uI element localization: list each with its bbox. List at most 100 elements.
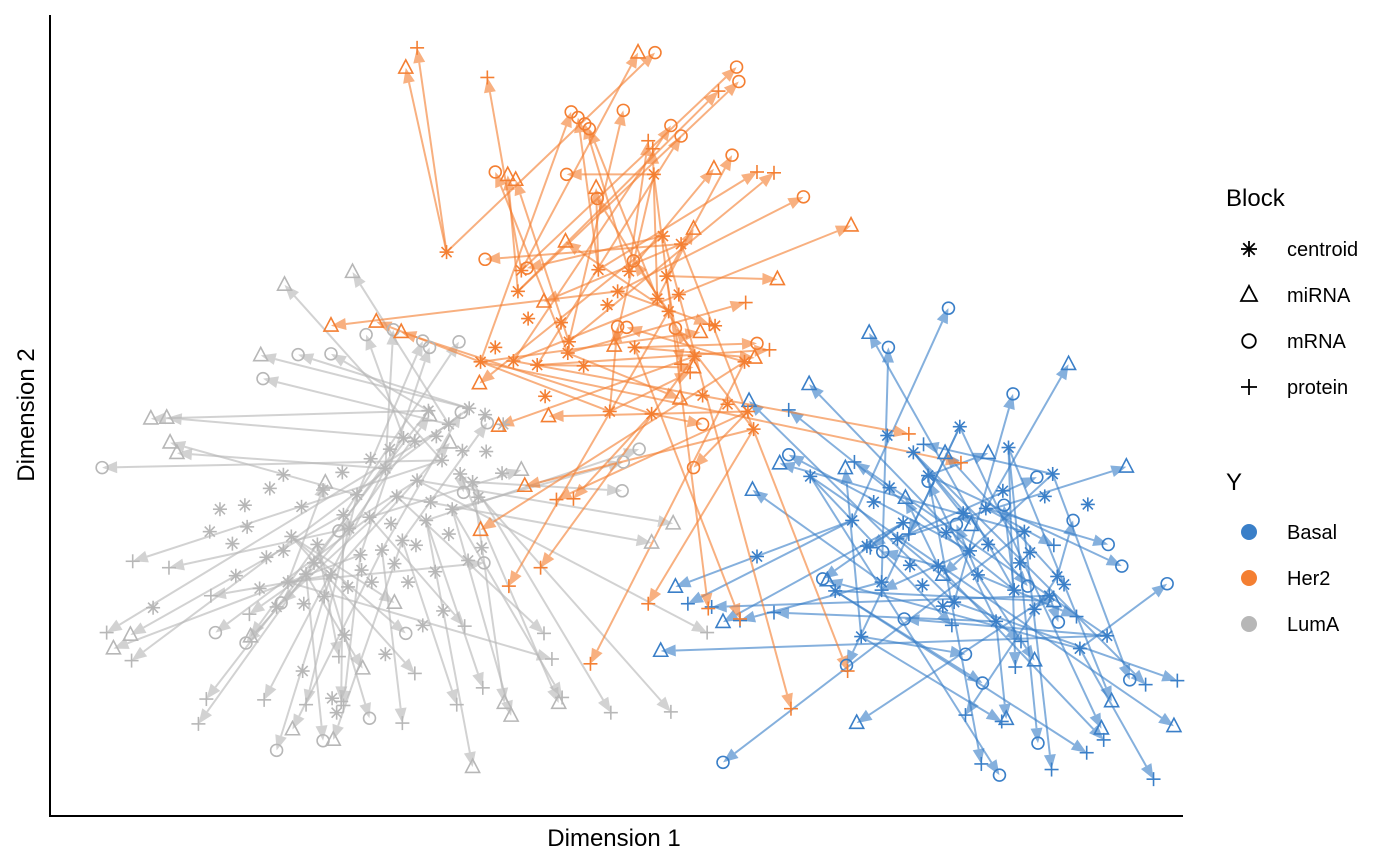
- her2-mRNA-point: [732, 74, 746, 89]
- luma-protein-arrow-head: [535, 649, 552, 661]
- her2-centroid-point: [646, 167, 661, 182]
- luma-protein-arrow-head: [198, 708, 213, 724]
- her2-mRNA-point: [564, 105, 578, 119]
- luma-protein-point: [457, 619, 472, 634]
- her2-protein-arrow-line: [488, 92, 523, 271]
- luma-mRNA-point: [477, 556, 491, 570]
- luma-centroid-point: [259, 550, 274, 565]
- basal-centroid-point: [854, 629, 869, 644]
- her2-protein-arrow-line: [537, 349, 755, 367]
- basal-miRNA-point: [848, 713, 866, 730]
- basal-protein-arrow-line: [953, 601, 1164, 677]
- her2-mRNA-point: [695, 417, 710, 432]
- basal-centroid-point: [874, 575, 889, 590]
- her2-centroid-point: [602, 404, 617, 419]
- her2-mRNA-arrow-line: [578, 132, 600, 270]
- her2-protein-arrow-line: [596, 361, 746, 651]
- luma-miRNA-point: [168, 443, 186, 460]
- luma-centroid-point: [435, 453, 450, 468]
- basal-miRNA-arrow-line: [927, 457, 975, 477]
- basal-centroid-point: [896, 515, 911, 530]
- luma-centroid-point: [225, 536, 240, 551]
- her2-protein-point: [501, 579, 516, 594]
- basal-miRNA-arrow-head: [1110, 465, 1127, 477]
- luma-miRNA-arrow-line: [286, 496, 321, 583]
- luma-mRNA-arrow-head: [315, 725, 328, 741]
- basal-protein-point: [901, 527, 916, 542]
- basal-centroid-point: [749, 549, 764, 564]
- basal-centroid-point: [981, 537, 996, 552]
- her2-centroid-point: [687, 349, 702, 364]
- luma-protein-arrow-head: [691, 620, 708, 633]
- her2-centroid-point: [591, 262, 606, 277]
- basal-miRNA-arrow-head: [869, 332, 882, 350]
- her2-mRNA-arrow-head: [787, 196, 804, 209]
- luma-miRNA-point: [142, 408, 160, 425]
- luma-mRNA-arrow-head: [606, 483, 623, 496]
- luma-protein-arrow-head: [400, 658, 415, 674]
- luma-centroid-point: [441, 527, 456, 542]
- basal-protein-arrow-head: [854, 461, 871, 476]
- luma-centroid-point: [276, 543, 291, 558]
- luma-protein-point: [257, 692, 272, 707]
- basal-mRNA-arrow-line: [801, 460, 971, 552]
- her2-centroid-point: [600, 297, 615, 312]
- luma-protein-arrow-head: [394, 707, 407, 724]
- luma-mRNA-point: [95, 460, 109, 475]
- luma-miRNA-arrow-head: [292, 713, 305, 730]
- her2-mRNA-point: [729, 60, 744, 74]
- basal-miRNA-point: [1093, 718, 1110, 735]
- basal-miRNA-arrow-head: [840, 468, 853, 484]
- her2-protein-arrow-line: [515, 310, 670, 574]
- luma-protein-point: [199, 692, 214, 707]
- luma-miRNA-point: [122, 625, 139, 642]
- basal-miRNA-arrow-head: [675, 576, 692, 588]
- luma-centroid-point: [335, 465, 350, 480]
- basal-mRNA-arrow-head: [1151, 583, 1168, 598]
- luma-mRNA-point: [422, 340, 437, 355]
- basal-miRNA-arrow-line: [764, 497, 883, 583]
- luma-mRNA-point: [480, 415, 495, 430]
- luma-miRNA-point: [513, 460, 530, 477]
- luma-centroid-point: [415, 618, 430, 633]
- basal-centroid-point: [1023, 545, 1038, 560]
- basal-protein-point: [847, 454, 862, 469]
- luma-centroid-point: [495, 466, 510, 481]
- basal-miRNA-point: [667, 577, 684, 593]
- luma-protein-point: [191, 716, 206, 731]
- her2-protein-point: [762, 342, 777, 357]
- her2-centroid-point: [621, 264, 636, 279]
- luma-centroid-point: [479, 444, 494, 459]
- basal-miRNA-point: [1060, 354, 1077, 371]
- her2-mRNA-point: [578, 117, 592, 131]
- basal-miRNA-point: [860, 323, 878, 340]
- basal-miRNA-arrow-line: [759, 410, 955, 603]
- basal-centroid-point: [956, 506, 971, 521]
- luma-mRNA-arrow-line: [384, 344, 394, 469]
- basal-protein-arrow-head: [773, 607, 790, 620]
- luma-protein-arrow-line: [146, 459, 443, 558]
- basal-miRNA-point: [652, 641, 670, 658]
- her2-protein-point: [766, 165, 781, 180]
- basal-protein-point: [1044, 762, 1059, 777]
- basal-mRNA-point: [1030, 470, 1044, 484]
- luma-protein-point: [603, 705, 618, 720]
- her2-protein-point: [410, 40, 425, 55]
- luma-miRNA-arrow-line: [425, 520, 471, 753]
- basal-mRNA-point: [1021, 579, 1035, 593]
- basal-protein-arrow-head: [1037, 532, 1054, 546]
- luma-centroid-point: [401, 575, 416, 590]
- her2-centroid-point: [530, 358, 545, 373]
- basal-miRNA-point: [800, 374, 818, 391]
- her2-mRNA-point: [664, 118, 678, 133]
- her2-mRNA-arrow-head: [526, 258, 543, 271]
- basal-protein-point: [680, 596, 695, 611]
- luma-protein-arrow-line: [287, 581, 538, 656]
- her2-protein-arrow-head: [741, 171, 757, 185]
- luma-mRNA-arrow-line: [350, 479, 418, 524]
- basal-mRNA-arrow-head: [936, 308, 949, 325]
- luma-protein-arrow-head: [472, 671, 484, 688]
- her2-miRNA-arrow-line: [557, 243, 682, 297]
- her2-protein-point: [701, 601, 716, 616]
- luma-centroid-point: [325, 691, 340, 706]
